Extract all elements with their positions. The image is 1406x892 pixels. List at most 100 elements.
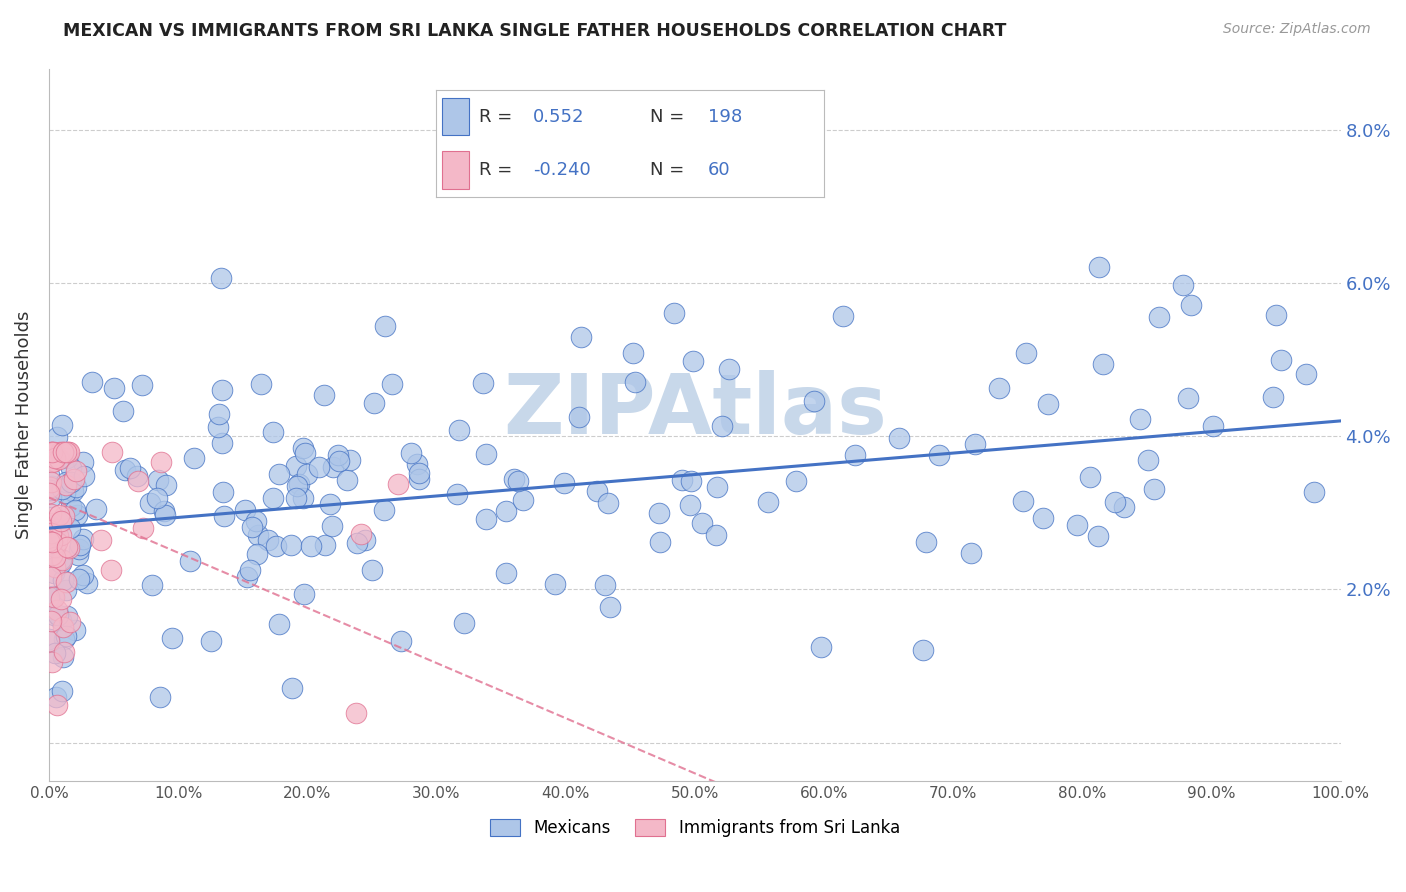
Point: [1171, 277, 1194, 292]
Point: [322, 460, 344, 475]
Point: [1036, 397, 1059, 411]
Point: [704, 528, 727, 542]
Point: [52, 632, 75, 646]
Point: [447, 423, 470, 437]
Point: [49, 556, 72, 570]
Point: [928, 448, 950, 462]
Point: [475, 446, 498, 460]
Point: [399, 446, 422, 460]
Point: [711, 418, 734, 433]
Point: [55, 475, 77, 489]
Point: [38, 534, 60, 549]
Point: [44, 522, 66, 536]
Point: [51, 551, 73, 566]
Point: [648, 507, 671, 521]
Point: [1177, 392, 1199, 406]
Point: [52, 573, 75, 587]
Point: [1147, 310, 1170, 325]
Point: [599, 600, 621, 615]
Point: [38, 481, 60, 495]
Point: [267, 467, 290, 482]
Point: [389, 634, 412, 648]
Point: [56, 608, 79, 623]
Point: [212, 508, 235, 523]
Point: [48, 608, 70, 623]
Point: [239, 563, 262, 577]
Point: [51, 483, 73, 497]
Point: [965, 436, 987, 450]
Point: [1012, 493, 1035, 508]
Point: [247, 528, 270, 542]
Point: [38, 590, 60, 604]
Point: [503, 472, 526, 486]
Point: [321, 519, 343, 533]
Point: [240, 520, 263, 534]
Point: [155, 478, 177, 492]
Legend: Mexicans, Immigrants from Sri Lanka: Mexicans, Immigrants from Sri Lanka: [482, 813, 907, 844]
Point: [553, 476, 575, 491]
Point: [1114, 500, 1136, 514]
Point: [72, 567, 94, 582]
Point: [127, 468, 149, 483]
Point: [319, 497, 342, 511]
Point: [346, 536, 368, 550]
Point: [350, 527, 373, 541]
Point: [280, 537, 302, 551]
Point: [682, 354, 704, 368]
Point: [314, 388, 336, 402]
Point: [1032, 511, 1054, 525]
Point: [55, 574, 77, 589]
Point: [63, 623, 86, 637]
Point: [51, 417, 73, 432]
Point: [112, 404, 135, 418]
Point: [706, 480, 728, 494]
Point: [1129, 412, 1152, 426]
Point: [59, 521, 82, 535]
Point: [299, 539, 322, 553]
Point: [1263, 390, 1285, 404]
Point: [38, 517, 60, 532]
Point: [56, 451, 79, 466]
Point: [593, 578, 616, 592]
Point: [354, 533, 377, 548]
Point: [48, 452, 70, 467]
Point: [326, 448, 349, 462]
Point: [62, 483, 84, 498]
Point: [114, 462, 136, 476]
Point: [146, 491, 169, 505]
Point: [810, 640, 832, 654]
Point: [44, 646, 66, 660]
Point: [39, 525, 62, 540]
Point: [328, 454, 350, 468]
Point: [314, 537, 336, 551]
Point: [49, 552, 72, 566]
Point: [38, 467, 60, 482]
Point: [62, 472, 84, 486]
Point: [200, 634, 222, 648]
Point: [1295, 368, 1317, 382]
Point: [586, 483, 609, 498]
Point: [179, 554, 201, 568]
Point: [38, 485, 60, 500]
Point: [1087, 260, 1109, 274]
Point: [446, 487, 468, 501]
Point: [211, 383, 233, 397]
Point: [49, 591, 72, 606]
Point: [1303, 484, 1326, 499]
Point: [648, 534, 671, 549]
Point: [46, 698, 69, 713]
Point: [60, 461, 83, 475]
Point: [233, 502, 256, 516]
Point: [785, 474, 807, 488]
Point: [381, 377, 404, 392]
Point: [49, 613, 72, 627]
Point: [46, 529, 69, 543]
Point: [69, 538, 91, 552]
Point: [284, 491, 307, 505]
Point: [211, 436, 233, 450]
Point: [249, 376, 271, 391]
Point: [131, 377, 153, 392]
Point: [146, 473, 169, 487]
Point: [690, 516, 713, 530]
Point: [336, 473, 359, 487]
